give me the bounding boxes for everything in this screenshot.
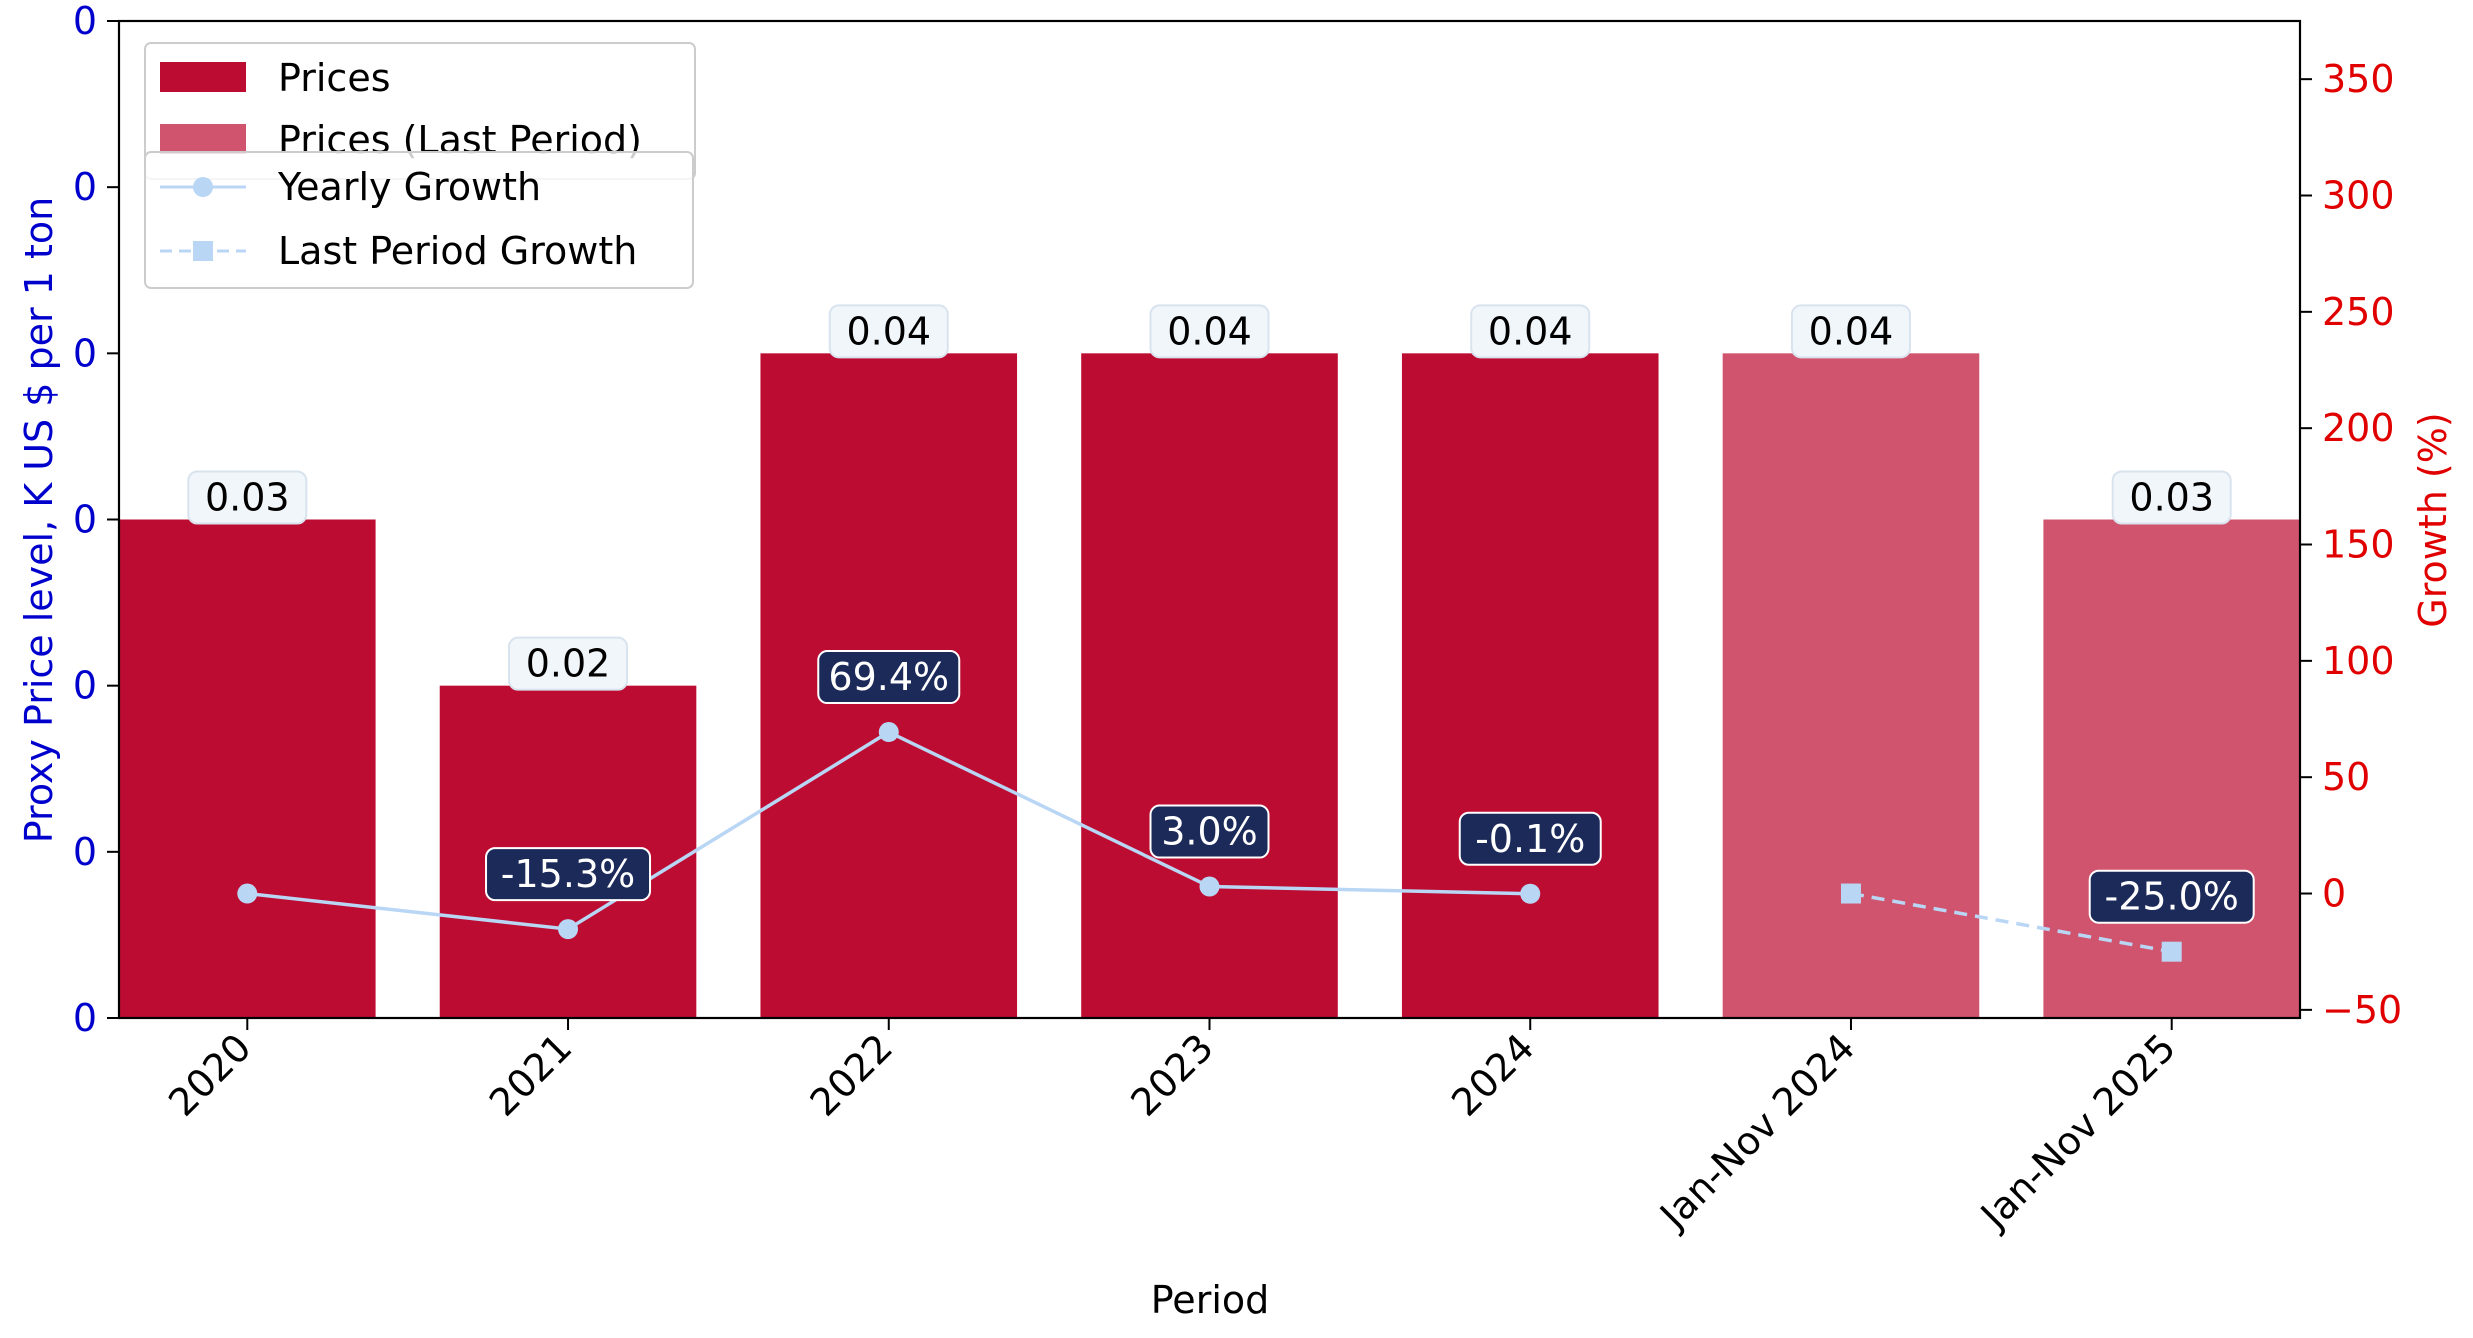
- bar-label-prices-2022-box: [828, 304, 949, 359]
- bar-label-prices-2020-box: [187, 470, 308, 525]
- bar-label-prices-2021: 0.02: [526, 642, 611, 686]
- bar-label-prices-2023-box: [1149, 304, 1270, 359]
- bar-label-prices-2023: 0.04: [1167, 309, 1252, 353]
- growth-label-last-period-jan-nov-2025-box: [2088, 869, 2255, 924]
- left-y-axis-label: Proxy Price level, K US $ per 1 ton: [17, 197, 61, 843]
- growth-label-yearly-2023-box: [1149, 804, 1270, 859]
- bar-prices-2020: [119, 519, 376, 1018]
- legend-lines: Yearly Growth Last Period Growth: [144, 151, 694, 289]
- growth-point-yearly-2022: [878, 722, 899, 743]
- legend-label-last-period-growth: Last Period Growth: [278, 229, 637, 273]
- right-tick-label-3: 100: [2322, 639, 2395, 683]
- growth-label-yearly-2022: 69.4%: [828, 655, 949, 699]
- legend-bars: Prices Prices (Last Period): [144, 42, 696, 180]
- left-tick-label-6: 0: [73, 0, 97, 43]
- bar-label-prices-2021-box: [508, 636, 629, 691]
- data-labels-layer: 0.03 0.02 0.04 0.04 0.04 0.04 0.03 -15.3% 69.4% 3…: [187, 304, 2255, 924]
- bars-layer: [119, 353, 2300, 1018]
- growth-point-yearly-2020: [237, 883, 258, 904]
- bar-label-prices-2020: 0.03: [205, 476, 290, 520]
- x-tick-label-jan-nov-2024: Jan-Nov 2024: [1650, 1025, 1863, 1238]
- growth-label-yearly-2021-box: [485, 847, 652, 902]
- legend-marker-last-period-growth: [193, 241, 213, 261]
- growth-label-yearly-2021: -15.3%: [501, 852, 635, 896]
- legend-marker-yearly-growth: [193, 177, 213, 197]
- growth-label-last-period-jan-nov-2025: -25.0%: [2104, 875, 2238, 919]
- legend-label-prices: Prices: [278, 56, 391, 100]
- right-tick-label-2: 50: [2322, 755, 2370, 799]
- right-y-axis-label: Growth (%): [2411, 412, 2455, 627]
- bar-label-prices-last-jan-nov-2025-box: [2111, 470, 2232, 525]
- bar-label-prices-2022: 0.04: [846, 309, 931, 353]
- right-tick-label-0: −50: [2322, 988, 2402, 1032]
- growth-label-yearly-2022-box: [817, 650, 961, 705]
- x-tick-label-jan-nov-2025: Jan-Nov 2025: [1971, 1025, 2184, 1238]
- x-axis-label: Period: [1151, 1278, 1270, 1322]
- growth-line-last-period: [1850, 891, 2173, 954]
- growth-point-yearly-2024: [1520, 883, 1541, 904]
- growth-label-yearly-2023: 3.0%: [1161, 810, 1258, 854]
- left-tick-label-0: 0: [73, 996, 97, 1040]
- left-tick-label-3: 0: [73, 498, 97, 542]
- growth-point-last-period-jan-nov-2024: [1840, 883, 1861, 904]
- right-tick-label-8: 350: [2322, 57, 2395, 101]
- bar-label-prices-2024-box: [1470, 304, 1591, 359]
- x-tick-label-2023: 2023: [1122, 1025, 1222, 1125]
- legend-label-yearly-growth: Yearly Growth: [277, 165, 541, 209]
- growth-point-yearly-2023: [1199, 876, 1220, 897]
- bar-prices-last-jan-nov-2024: [1722, 353, 1980, 1018]
- x-axis: 2020 2021 2022 2023 2024 Jan-Nov 2024 Jan-Nov …: [160, 1018, 2184, 1238]
- x-tick-label-2020: 2020: [160, 1025, 260, 1125]
- x-tick-label-2022: 2022: [802, 1025, 902, 1125]
- right-y-axis: −50 0 50 100 150 200 250 300 350: [2300, 57, 2402, 1032]
- right-tick-label-5: 200: [2322, 406, 2395, 450]
- growth-point-last-period-jan-nov-2025: [2161, 941, 2182, 962]
- growth-label-yearly-2024: -0.1%: [1475, 817, 1585, 861]
- right-tick-label-4: 150: [2322, 523, 2395, 567]
- bar-prices-2024: [1401, 353, 1659, 1018]
- legend-lines-frame: [144, 151, 694, 289]
- left-tick-label-5: 0: [73, 165, 97, 209]
- left-y-axis: 0 0 0 0 0 0 0: [73, 0, 119, 1040]
- growth-lines-layer: [237, 722, 2182, 962]
- growth-label-yearly-2024-box: [1458, 811, 1602, 866]
- left-tick-label-4: 0: [73, 331, 97, 375]
- legend-swatch-prices: [160, 62, 246, 92]
- growth-point-yearly-2021: [558, 919, 579, 940]
- right-tick-label-7: 300: [2322, 174, 2395, 218]
- right-tick-label-1: 0: [2322, 872, 2346, 916]
- legend-swatch-prices-last: [160, 124, 246, 154]
- right-tick-label-6: 250: [2322, 290, 2395, 334]
- x-tick-label-2021: 2021: [481, 1025, 581, 1125]
- left-tick-label-2: 0: [73, 664, 97, 708]
- bar-prices-2023: [1081, 353, 1338, 1018]
- bar-label-prices-last-jan-nov-2025: 0.03: [2129, 476, 2214, 520]
- bar-label-prices-last-jan-nov-2024: 0.04: [1809, 309, 1894, 353]
- bar-label-prices-last-jan-nov-2024-box: [1790, 304, 1911, 359]
- left-tick-label-1: 0: [73, 830, 97, 874]
- bar-label-prices-2024: 0.04: [1488, 309, 1573, 353]
- x-tick-label-2024: 2024: [1443, 1025, 1543, 1125]
